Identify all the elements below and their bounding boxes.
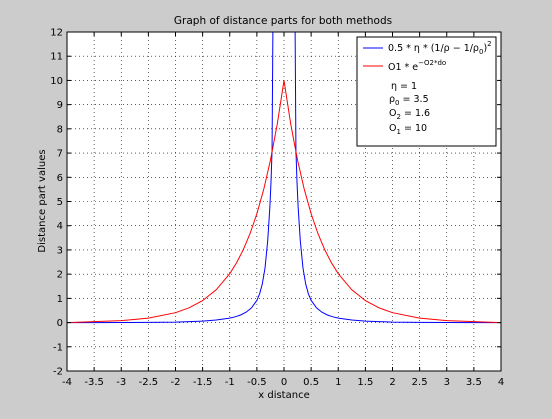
x-axis-label: x distance [258, 390, 309, 401]
y-tick-label: 5 [57, 197, 63, 208]
y-tick-label: 8 [57, 124, 63, 135]
y-tick-label: 2 [57, 270, 63, 281]
series-line-blue [67, 32, 501, 324]
series-line-red [67, 80, 501, 324]
x-tick-label: 3 [444, 377, 450, 388]
legend-param-rho0: ρ0 = 3.5 [389, 94, 429, 107]
legend-box [356, 36, 497, 147]
x-tick-label: 2 [389, 377, 395, 388]
series-group [67, 32, 501, 324]
x-tick-label: -3 [116, 377, 126, 388]
x-tick-label: -3.5 [84, 377, 104, 388]
y-tick-label: 0 [57, 318, 63, 329]
y-tick-label: 11 [50, 52, 63, 63]
x-tick-label: 3.5 [466, 377, 482, 388]
x-tick-label: 4 [498, 377, 504, 388]
x-axis-ticks: -4 -3.5 -3 -2.5 -2 -1.5 -1 -0.5 0 0.5 1 1.5 2 2.5 3 3.5… [62, 32, 504, 388]
y-tick-label: -1 [53, 342, 63, 353]
x-tick-label: -1.5 [193, 377, 213, 388]
x-tick-label: 0.5 [303, 377, 319, 388]
y-tick-label: 7 [57, 149, 63, 160]
x-tick-label: 0 [281, 377, 287, 388]
y-tick-label: 6 [57, 173, 63, 184]
x-tick-label: 1.5 [357, 377, 373, 388]
y-tick-label: 10 [50, 76, 63, 87]
legend-param-eta: η = 1 [391, 81, 417, 92]
x-tick-label: -2.5 [139, 377, 159, 388]
y-tick-label: 12 [50, 28, 63, 39]
y-tick-label: 3 [57, 245, 63, 256]
x-tick-label: -1 [225, 377, 235, 388]
legend-entry-blue: 0.5 * η * (1/ρ − 1/ρ0)2 [388, 40, 492, 56]
x-tick-label: -0.5 [247, 377, 267, 388]
y-tick-label: 1 [57, 294, 63, 305]
y-tick-label: 9 [57, 100, 63, 111]
x-tick-label: -2 [171, 377, 181, 388]
x-tick-label: -4 [62, 377, 72, 388]
x-tick-label: 1 [335, 377, 341, 388]
y-tick-label: -2 [53, 367, 63, 378]
legend: 0.5 * η * (1/ρ − 1/ρ0)2 O1 * e−O2*do η =… [356, 36, 497, 147]
y-axis-label: Distance part values [37, 149, 48, 252]
y-tick-label: 4 [57, 221, 63, 232]
x-tick-label: 2.5 [412, 377, 428, 388]
chart-title: Graph of distance parts for both methods [174, 15, 392, 27]
